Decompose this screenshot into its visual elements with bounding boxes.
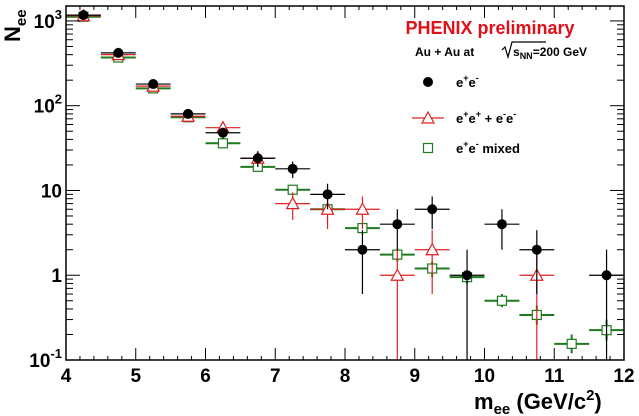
data-point — [252, 153, 263, 164]
legend-marker — [422, 142, 434, 154]
data-point — [217, 127, 228, 138]
svg-text:sNN=200 GeV: sNN=200 GeV — [513, 45, 587, 61]
legend-marker — [423, 77, 433, 87]
svg-text:Au + Au at: Au + Au at — [415, 45, 474, 59]
data-point — [496, 219, 507, 230]
legend: e+e-e+e+ + e-e-e+e- mixed — [412, 73, 520, 156]
x-tick-label: 4 — [61, 366, 72, 387]
y-tick-label: 10 — [41, 181, 62, 202]
x-tick-label: 11 — [544, 366, 565, 387]
x-tick-label: 5 — [130, 366, 141, 387]
data-point — [285, 196, 300, 210]
y-tick-label: 10-1 — [29, 346, 62, 372]
data-point — [496, 295, 508, 306]
legend-marker — [420, 110, 436, 124]
data-point — [183, 108, 194, 119]
series-layer — [66, 8, 624, 360]
y-tick-label: 1 — [51, 266, 62, 287]
x-tick-label: 10 — [474, 366, 495, 387]
x-axis-label: mee (GeV/c2) — [474, 387, 602, 416]
sqrt-symbol — [501, 41, 546, 60]
series-e-e- — [66, 10, 624, 360]
data-point — [462, 270, 473, 281]
legend-label: e+e- — [456, 73, 479, 90]
y-tick-label: 102 — [34, 92, 62, 118]
data-point — [148, 79, 159, 90]
data-point — [531, 244, 542, 255]
data-point — [601, 270, 612, 281]
data-point — [217, 138, 229, 149]
data-point — [390, 267, 405, 281]
x-tick-label: 12 — [613, 366, 634, 387]
data-point — [566, 338, 577, 349]
x-tick-label: 6 — [200, 366, 211, 387]
data-point — [287, 163, 298, 174]
y-tick-label: 103 — [34, 7, 62, 33]
y-axis-label: Nee — [0, 9, 30, 42]
data-point — [322, 189, 333, 200]
x-tick-label: 9 — [409, 366, 420, 387]
data-point — [78, 10, 89, 21]
data-point — [355, 202, 370, 215]
x-tick-label: 8 — [340, 366, 351, 387]
chart-subtitle: Au + Au at sNN=200 GeV — [415, 41, 587, 61]
data-point — [427, 204, 438, 215]
chart-title: PHENIX preliminary — [405, 18, 574, 38]
data-point — [392, 219, 403, 230]
legend-label: e+e- mixed — [456, 139, 520, 156]
data-point — [357, 244, 368, 255]
data-point — [425, 242, 440, 256]
legend-label: e+e+ + e-e- — [456, 109, 516, 126]
data-point — [113, 47, 124, 58]
x-tick-label: 7 — [270, 366, 281, 387]
